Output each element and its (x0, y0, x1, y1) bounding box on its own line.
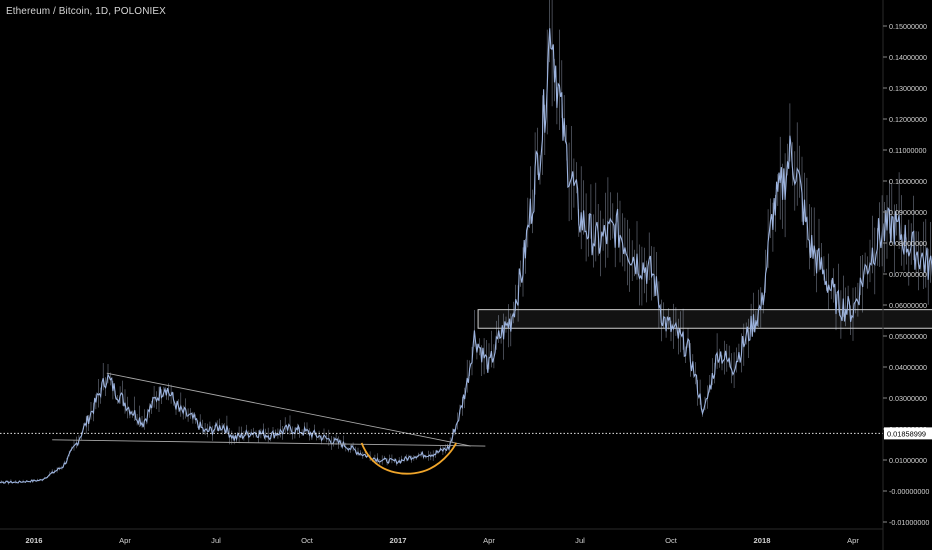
price-axis[interactable]: 0.15000000 0.14000000 0.13000000 0.12000000… (882, 0, 932, 550)
price-tick-label: -0.00000000 (889, 487, 929, 496)
time-tick-label: Apr (847, 536, 859, 545)
price-tick-label: 0.05000000 (889, 332, 927, 341)
price-tick-label: 0.11000000 (889, 146, 926, 155)
time-tick-label: 2017 (390, 536, 407, 545)
price-wicks (0, 0, 931, 485)
time-tick-label: Jul (211, 536, 221, 545)
time-tick-label: Apr (483, 536, 495, 545)
price-tick-label: 0.15000000 (889, 22, 927, 31)
price-tick-label: 0.09000000 (889, 208, 927, 217)
resistance-zone[interactable] (477, 309, 932, 329)
time-tick-label: 2018 (754, 536, 771, 545)
current-price-label: 0.01858999 (887, 429, 926, 438)
trendline-1[interactable] (106, 372, 471, 447)
price-tick-label: 0.06000000 (889, 301, 927, 310)
price-tick-label: 0.13000000 (889, 84, 927, 93)
trendline-2[interactable] (52, 439, 486, 447)
time-tick-label: Jul (575, 536, 585, 545)
time-tick-label: Oct (301, 536, 314, 545)
price-tick-label: 0.03000000 (889, 394, 927, 403)
trendline-layer (52, 372, 486, 447)
time-tick-label: Apr (119, 536, 131, 545)
price-tick-label: 0.08000000 (889, 239, 927, 248)
cup-arc-1[interactable] (360, 442, 458, 475)
time-tick-label: Oct (665, 536, 678, 545)
price-tick-label: 0.10000000 (889, 177, 927, 186)
current-price-tag (884, 427, 932, 440)
time-axis[interactable]: 2016 Apr Jul Oct 2017 Apr Jul Oct 2018 Apr (0, 528, 883, 545)
price-tick-label: 0.12000000 (889, 115, 927, 124)
price-series-layer (0, 0, 932, 485)
price-tick-label: 0.04000000 (889, 363, 927, 372)
price-tick-label: 0.07000000 (889, 270, 927, 279)
time-tick-label: 2016 (26, 536, 43, 545)
price-tick-label: 0.01000000 (889, 456, 927, 465)
price-line[interactable] (0, 28, 932, 484)
price-tick-label: -0.01000000 (889, 518, 929, 527)
cup-pattern-layer (360, 442, 458, 475)
resistance-zone-layer (477, 309, 932, 329)
price-tick-label: 0.14000000 (889, 53, 927, 62)
chart-title: Ethereum / Bitcoin, 1D, POLONIEX (6, 6, 166, 17)
